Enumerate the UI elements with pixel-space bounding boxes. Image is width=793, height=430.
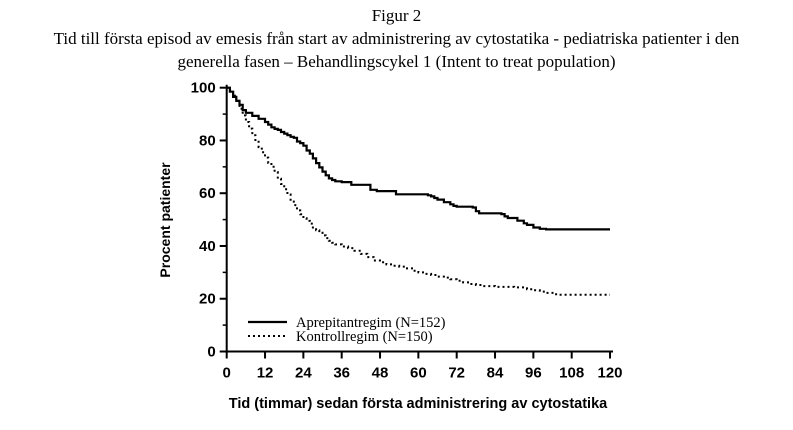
y-tick-label: 80 [199, 132, 216, 149]
x-tick-label: 24 [295, 365, 312, 382]
x-tick-label: 48 [372, 365, 389, 382]
legend-label: Aprepitantregim (N=152) [296, 315, 446, 331]
x-tick-label: 108 [559, 365, 584, 382]
figure-title-line-2: generella fasen – Behandlingscykel 1 (In… [177, 52, 616, 71]
x-tick-label: 120 [598, 365, 623, 382]
y-tick-label: 20 [199, 291, 216, 308]
x-tick-label: 96 [525, 365, 542, 382]
y-tick-label: 60 [199, 185, 216, 202]
figure-title-line-1: Tid till första episod av emesis från st… [53, 29, 740, 48]
y-tick-label: 100 [191, 80, 216, 97]
series-aprepitant-curve [226, 86, 610, 231]
series-kontroll-curve [226, 86, 610, 296]
x-tick-label: 60 [410, 365, 427, 382]
y-tick-label: 40 [199, 238, 216, 255]
y-tick-label: 0 [207, 344, 215, 361]
x-tick-label: 12 [257, 365, 274, 382]
x-tick-label: 0 [223, 365, 231, 382]
x-tick-label: 84 [487, 365, 504, 382]
y-axis-title: Procent patienter [157, 162, 173, 278]
x-tick-label: 72 [448, 365, 465, 382]
x-axis-title: Tid (timmar) sedan första administrering… [229, 396, 608, 412]
x-tick-label: 36 [333, 365, 350, 382]
legend-label: Kontrollregim (N=150) [296, 329, 433, 345]
figure-number: Figur 2 [371, 6, 422, 25]
figure-title-block: Figur 2 Tid till första episod av emesis… [0, 4, 793, 73]
